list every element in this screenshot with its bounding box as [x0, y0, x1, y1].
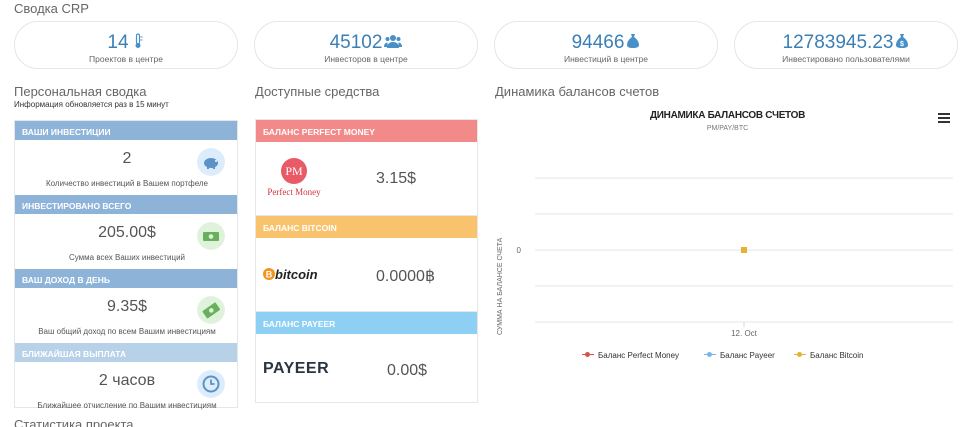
block-desc: Ваш общий доход по всем Вашим инвестиция… [38, 327, 216, 336]
piggy-bank-icon [197, 148, 225, 176]
personal-block-daily-income: Ваш доход в день 9.35$ Ваш общий доход п… [15, 269, 237, 343]
balance-payeer: Баланс Payeer PAYEER 0.00$ [255, 311, 478, 403]
personal-block-investments: Ваши инвестиции 2 Количество инвестиций … [15, 121, 237, 195]
balance-perfect-money: Баланс Perfect Money PM Perfect Money 3.… [255, 119, 478, 216]
block-desc: Ближайшее отчисление по Вашим инвестиция… [37, 401, 217, 410]
block-desc: Сумма всех Ваших инвестиций [68, 253, 186, 262]
summary-title: Сводка CRP [14, 1, 89, 16]
perfect-money-logo: PM Perfect Money [264, 158, 324, 202]
logo-text: Perfect Money [267, 187, 321, 197]
legend-label: Баланс Perfect Money [598, 351, 680, 360]
personal-block-invested: Инвестировано всего 205.00$ Сумма всех В… [15, 195, 237, 269]
balance-chart: ДИНАМИКА БАЛАНСОВ СЧЕТОВ PM/PAY/BTC СУММ… [495, 100, 960, 400]
legend-item-1[interactable]: Баланс Perfect Money [582, 351, 679, 360]
stat-investments: 94466 Инвестиций в центре [494, 21, 718, 69]
legend-label: Баланс Bitcoin [810, 351, 864, 360]
stat-value: 45102 [329, 32, 383, 53]
bitcoin-icon: B [263, 268, 275, 280]
y-tick-label: 0 [517, 246, 522, 255]
balance-value: 0.00$ [387, 362, 428, 379]
users-icon [384, 35, 403, 48]
stat-investors: 45102 Инвесторов в центре [254, 21, 478, 69]
stat-invested: 12783945.23 $ Инвестировано пользователям… [734, 21, 958, 69]
svg-text:$: $ [901, 41, 905, 48]
block-value: 205.00$ [98, 224, 156, 241]
balance-header: Баланс Payeer [256, 312, 477, 334]
money-bag-dollar-icon: $ [896, 34, 909, 48]
personal-subtitle: Информация обновляется раз в 15 минут [14, 100, 169, 109]
pm-badge: PM [281, 158, 307, 184]
chart-title: ДИНАМИКА БАЛАНСОВ СЧЕТОВ [649, 110, 806, 121]
chart-subtitle: PM/PAY/BTC [706, 125, 749, 132]
block-header: Ваш доход в день [15, 269, 237, 288]
block-value: 2 часов [98, 372, 156, 389]
funds-title: Доступные средства [255, 84, 380, 99]
personal-panel: Ваши инвестиции 2 Количество инвестиций … [14, 120, 238, 410]
legend-label: Баланс Payeer [720, 351, 775, 360]
stat-label: Инвестировано пользователями [782, 54, 910, 64]
balance-value: 3.15$ [376, 170, 417, 187]
block-header: Инвестировано всего [15, 195, 237, 214]
legend-swatch [582, 351, 594, 358]
payeer-logo: PAYEER [263, 360, 330, 377]
chart-plot-area: 0 12. Oct [517, 177, 953, 338]
legend-item-3[interactable]: Баланс Bitcoin [794, 351, 863, 360]
svg-text:B: B [266, 269, 273, 279]
money-tilt-icon [197, 296, 225, 324]
stat-label: Инвестиций в центре [564, 54, 648, 64]
banknote-icon [197, 222, 225, 250]
data-point-3[interactable] [741, 247, 747, 253]
thermometer-icon [135, 33, 143, 48]
personal-block-next-payout: Ближайшая выплата 2 часов Ближайшее отчи… [15, 343, 237, 417]
legend-swatch [704, 351, 716, 358]
block-value: 9.35$ [106, 298, 148, 315]
balance-header: Баланс Bitcoin [256, 216, 477, 238]
stat-label: Инвесторов в центре [324, 54, 408, 64]
balance-value: 0.0000฿ [376, 268, 436, 285]
personal-title: Персональная сводка [14, 84, 147, 99]
legend-item-2[interactable]: Баланс Payeer [704, 351, 775, 360]
stat-value: 12783945.23 [782, 32, 894, 53]
stat-label: Проектов в центре [89, 54, 163, 64]
block-header: Ваши инвестиции [15, 121, 237, 140]
block-desc: Количество инвестиций в Вашем портфеле [45, 179, 208, 188]
stat-projects: 14 Проектов в центре [14, 21, 238, 69]
block-header: Ближайшая выплата [15, 343, 237, 362]
project-stats-title: Статистика проекта [14, 417, 134, 427]
logo-text: bitcoin [275, 267, 318, 282]
balance-header: Баланс Perfect Money [256, 120, 477, 142]
x-tick-label: 12. Oct [731, 329, 758, 338]
stat-value: 94466 [571, 32, 625, 53]
money-bag-icon [627, 34, 640, 48]
block-value: 2 [122, 150, 132, 167]
chart-menu-icon[interactable] [938, 113, 950, 123]
stat-value: 14 [107, 32, 129, 53]
dynamics-title: Динамика балансов счетов [495, 84, 660, 99]
clock-icon [197, 370, 225, 398]
legend-swatch [794, 351, 806, 358]
